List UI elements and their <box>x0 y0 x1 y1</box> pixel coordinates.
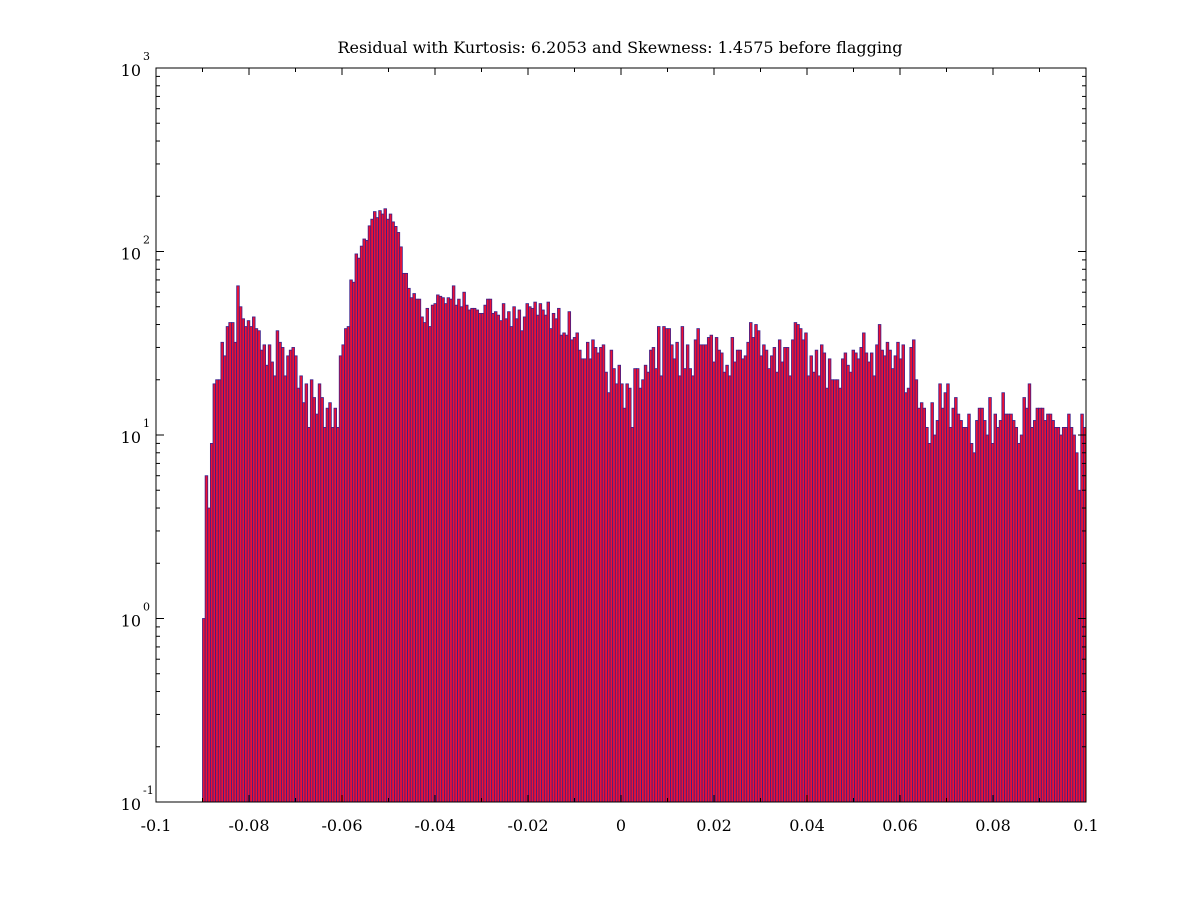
y-tick-exponent: 3 <box>143 50 150 63</box>
x-tick-label: -0.1 <box>141 816 172 835</box>
x-tick-label: 0.1 <box>1073 816 1098 835</box>
y-tick-exponent: -1 <box>143 784 154 797</box>
y-tick-label: 10 <box>121 612 141 631</box>
x-ticks-layer: -0.1 -0.08 -0.06 -0.04 -0.02 0 0.02 0.04 0.06 0.0… <box>141 68 1099 835</box>
x-tick-label: -0.08 <box>228 816 269 835</box>
y-tick-label: 10 <box>121 245 141 264</box>
x-tick-label: 0 <box>616 816 626 835</box>
x-tick-label: 0.04 <box>789 816 825 835</box>
chart-title: Residual with Kurtosis: 6.2053 and Skewn… <box>337 38 902 57</box>
y-tick-label: 10 <box>121 428 141 447</box>
x-tick-label: -0.02 <box>507 816 548 835</box>
y-tick-exponent: 1 <box>143 417 150 430</box>
y-tick-label: 10 <box>121 61 141 80</box>
y-tick-label: 10 <box>121 795 141 814</box>
y-tick-exponent: 0 <box>143 601 150 614</box>
x-tick-label: 0.08 <box>975 816 1011 835</box>
x-tick-label: 0.02 <box>696 816 732 835</box>
x-tick-label: 0.06 <box>882 816 918 835</box>
x-tick-label: -0.06 <box>321 816 362 835</box>
y-tick-exponent: 2 <box>143 234 150 247</box>
x-tick-label: -0.04 <box>414 816 455 835</box>
